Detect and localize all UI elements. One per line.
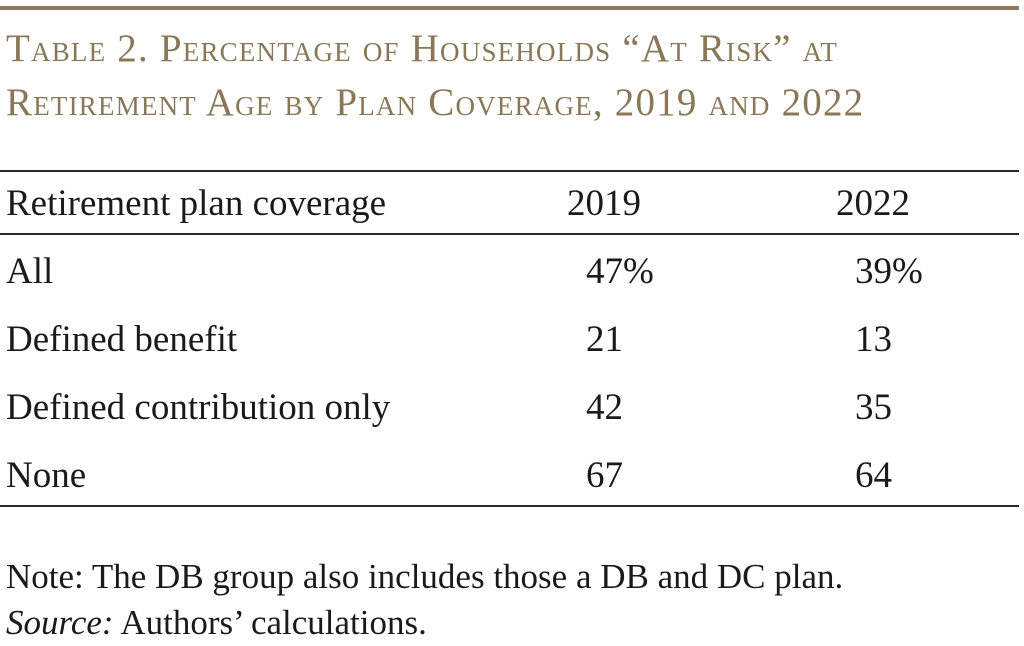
- cell-none-2022: 64: [855, 455, 892, 496]
- cell-all-2022: 39%: [855, 251, 923, 292]
- column-header-2019: 2019: [567, 183, 641, 224]
- source-line: Source: Authors’ calculations.: [6, 600, 843, 646]
- table-notes: Note: The DB group also includes those a…: [6, 554, 843, 646]
- table-title: Table 2. Percentage of Households “At Ri…: [6, 22, 1016, 130]
- source-label: Source:: [6, 603, 114, 642]
- row-label-defined-benefit: Defined benefit: [6, 319, 238, 360]
- header-top-rule: [0, 170, 1019, 172]
- row-label-defined-contribution-only: Defined contribution only: [6, 387, 391, 428]
- row-label-none: None: [6, 455, 87, 496]
- table-bottom-rule: [0, 505, 1019, 507]
- table-title-line-1: Table 2. Percentage of Households “At Ri…: [6, 27, 839, 70]
- cell-defined-contribution-2019: 42: [586, 387, 623, 428]
- table-title-line-2: Retirement Age by Plan Coverage, 2019 an…: [6, 81, 865, 124]
- top-rule: [0, 6, 1019, 10]
- cell-defined-benefit-2019: 21: [586, 319, 623, 360]
- header-bottom-rule: [0, 233, 1019, 235]
- source-text: Authors’ calculations.: [113, 603, 427, 642]
- cell-defined-benefit-2022: 13: [855, 319, 892, 360]
- note-text: Note: The DB group also includes those a…: [6, 557, 844, 596]
- row-label-all: All: [6, 251, 54, 292]
- cell-defined-contribution-2022: 35: [855, 387, 892, 428]
- cell-all-2019: 47%: [586, 251, 654, 292]
- column-header-2022: 2022: [836, 183, 910, 224]
- cell-none-2019: 67: [586, 455, 623, 496]
- column-header-coverage: Retirement plan coverage: [6, 183, 387, 224]
